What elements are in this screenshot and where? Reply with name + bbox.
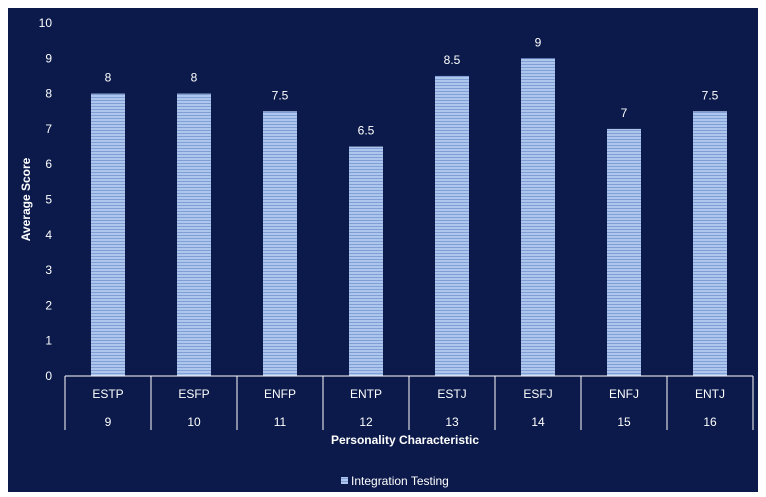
legend: Integration Testing [341,474,449,488]
bar [263,111,297,376]
legend-swatch [341,477,348,484]
x-tick-group-label: 11 [274,415,287,429]
bar [349,146,383,376]
x-tick-label: ENFJ [609,387,639,401]
bar [521,58,555,377]
data-label: 9 [535,35,542,49]
x-tick-group-label: 10 [187,415,201,429]
x-axis: ESTP 9 ESFP 10 ENFP 11 ENTP 12 ESTJ 13 ESFJ 14 ENFJ 1… [64,375,754,430]
x-tick-group-label: 15 [617,415,631,429]
y-tick-label: 5 [45,193,52,207]
x-tick-label: ESTP [92,387,123,401]
bar [91,93,125,376]
x-tick-group-label: 14 [531,415,545,429]
chart-frame: 0 1 2 3 4 5 6 7 8 9 10 8 8 7.5 6.5 8.5 9 7 7.5 ESTP 9 ESFP 1… [8,8,758,492]
data-label: 8 [105,71,112,85]
y-tick-label: 3 [45,263,52,277]
x-tick-label: ENFP [264,387,296,401]
x-tick-label: ENTJ [695,387,725,401]
x-tick-label: ESTJ [437,387,466,401]
y-tick-label: 8 [45,87,52,101]
y-tick-label: 0 [45,369,52,383]
data-label: 8.5 [444,53,461,67]
y-tick-label: 10 [39,16,53,30]
x-axis-label: Personality Characteristic [331,433,479,447]
y-axis-ticks: 0 1 2 3 4 5 6 7 8 9 10 [39,16,53,383]
data-label: 7 [621,106,628,120]
y-tick-label: 7 [45,122,52,136]
x-tick-label: ESFP [178,387,209,401]
y-tick-label: 4 [45,228,52,242]
bar [177,93,211,376]
x-tick-label: ENTP [350,387,382,401]
bar [693,111,727,376]
data-label: 7.5 [702,88,719,102]
x-tick-group-label: 9 [105,415,112,429]
x-tick-group-label: 16 [703,415,717,429]
data-label: 8 [191,71,198,85]
bar [435,75,469,376]
bar [607,128,641,376]
y-tick-label: 1 [45,334,52,348]
data-label: 6.5 [358,124,375,138]
y-tick-label: 2 [45,298,52,312]
bars: 8 8 7.5 6.5 8.5 9 7 7.5 [91,35,727,377]
y-tick-label: 9 [45,51,52,65]
y-tick-label: 6 [45,157,52,171]
x-tick-group-label: 12 [359,415,373,429]
x-tick-label: ESFJ [523,387,552,401]
y-axis-label: Average Score [19,157,33,241]
x-tick-group-label: 13 [445,415,459,429]
legend-label: Integration Testing [351,474,449,488]
data-label: 7.5 [272,88,289,102]
